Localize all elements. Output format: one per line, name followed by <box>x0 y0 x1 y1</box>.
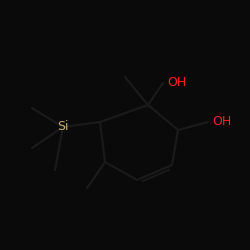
Text: OH: OH <box>212 115 232 128</box>
Text: OH: OH <box>168 76 187 89</box>
Text: Si: Si <box>57 120 69 134</box>
